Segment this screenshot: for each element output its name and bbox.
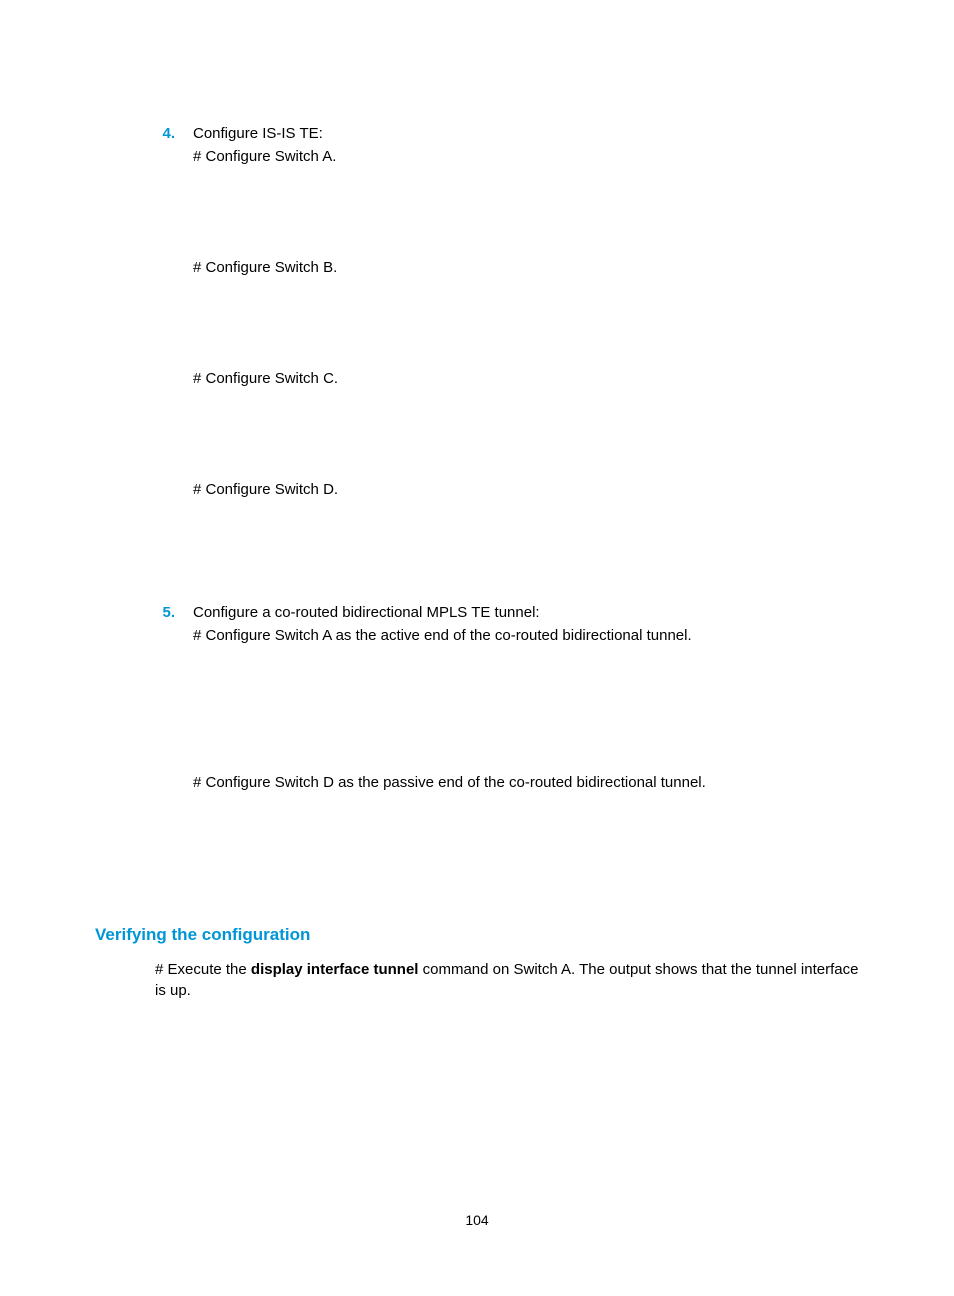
spacer [193, 504, 859, 600]
step-5-sub-d: # Configure Switch D as the passive end … [193, 774, 859, 791]
step-4-sub-a: # Configure Switch A. [193, 148, 859, 165]
page-content: 4. Configure IS-IS TE: # Configure Switc… [0, 0, 954, 1001]
step-4-sub-b: # Configure Switch B. [193, 259, 859, 276]
page-number: 104 [0, 1212, 954, 1228]
spacer [193, 650, 859, 774]
step-4: 4. Configure IS-IS TE: # Configure Switc… [95, 125, 859, 600]
verify-body-prefix: # Execute the [155, 961, 251, 978]
step-4-sub-d: # Configure Switch D. [193, 481, 859, 498]
verify-heading: Verifying the configuration [95, 925, 859, 945]
step-5-title: Configure a co-routed bidirectional MPLS… [193, 604, 859, 621]
spacer [193, 797, 859, 921]
step-number-4: 4. [155, 125, 193, 600]
step-number-5: 5. [155, 604, 193, 921]
step-4-body: Configure IS-IS TE: # Configure Switch A… [133, 125, 859, 600]
spacer [193, 393, 859, 481]
verify-body-bold: display interface tunnel [251, 961, 419, 978]
verify-body: # Execute the display interface tunnel c… [95, 959, 859, 1001]
step-5: 5. Configure a co-routed bidirectional M… [95, 604, 859, 921]
spacer [193, 282, 859, 370]
step-4-sub-c: # Configure Switch C. [193, 370, 859, 387]
step-5-body: Configure a co-routed bidirectional MPLS… [133, 604, 859, 921]
spacer [193, 171, 859, 259]
step-4-title: Configure IS-IS TE: [193, 125, 859, 142]
step-5-sub-a: # Configure Switch A as the active end o… [193, 627, 859, 644]
